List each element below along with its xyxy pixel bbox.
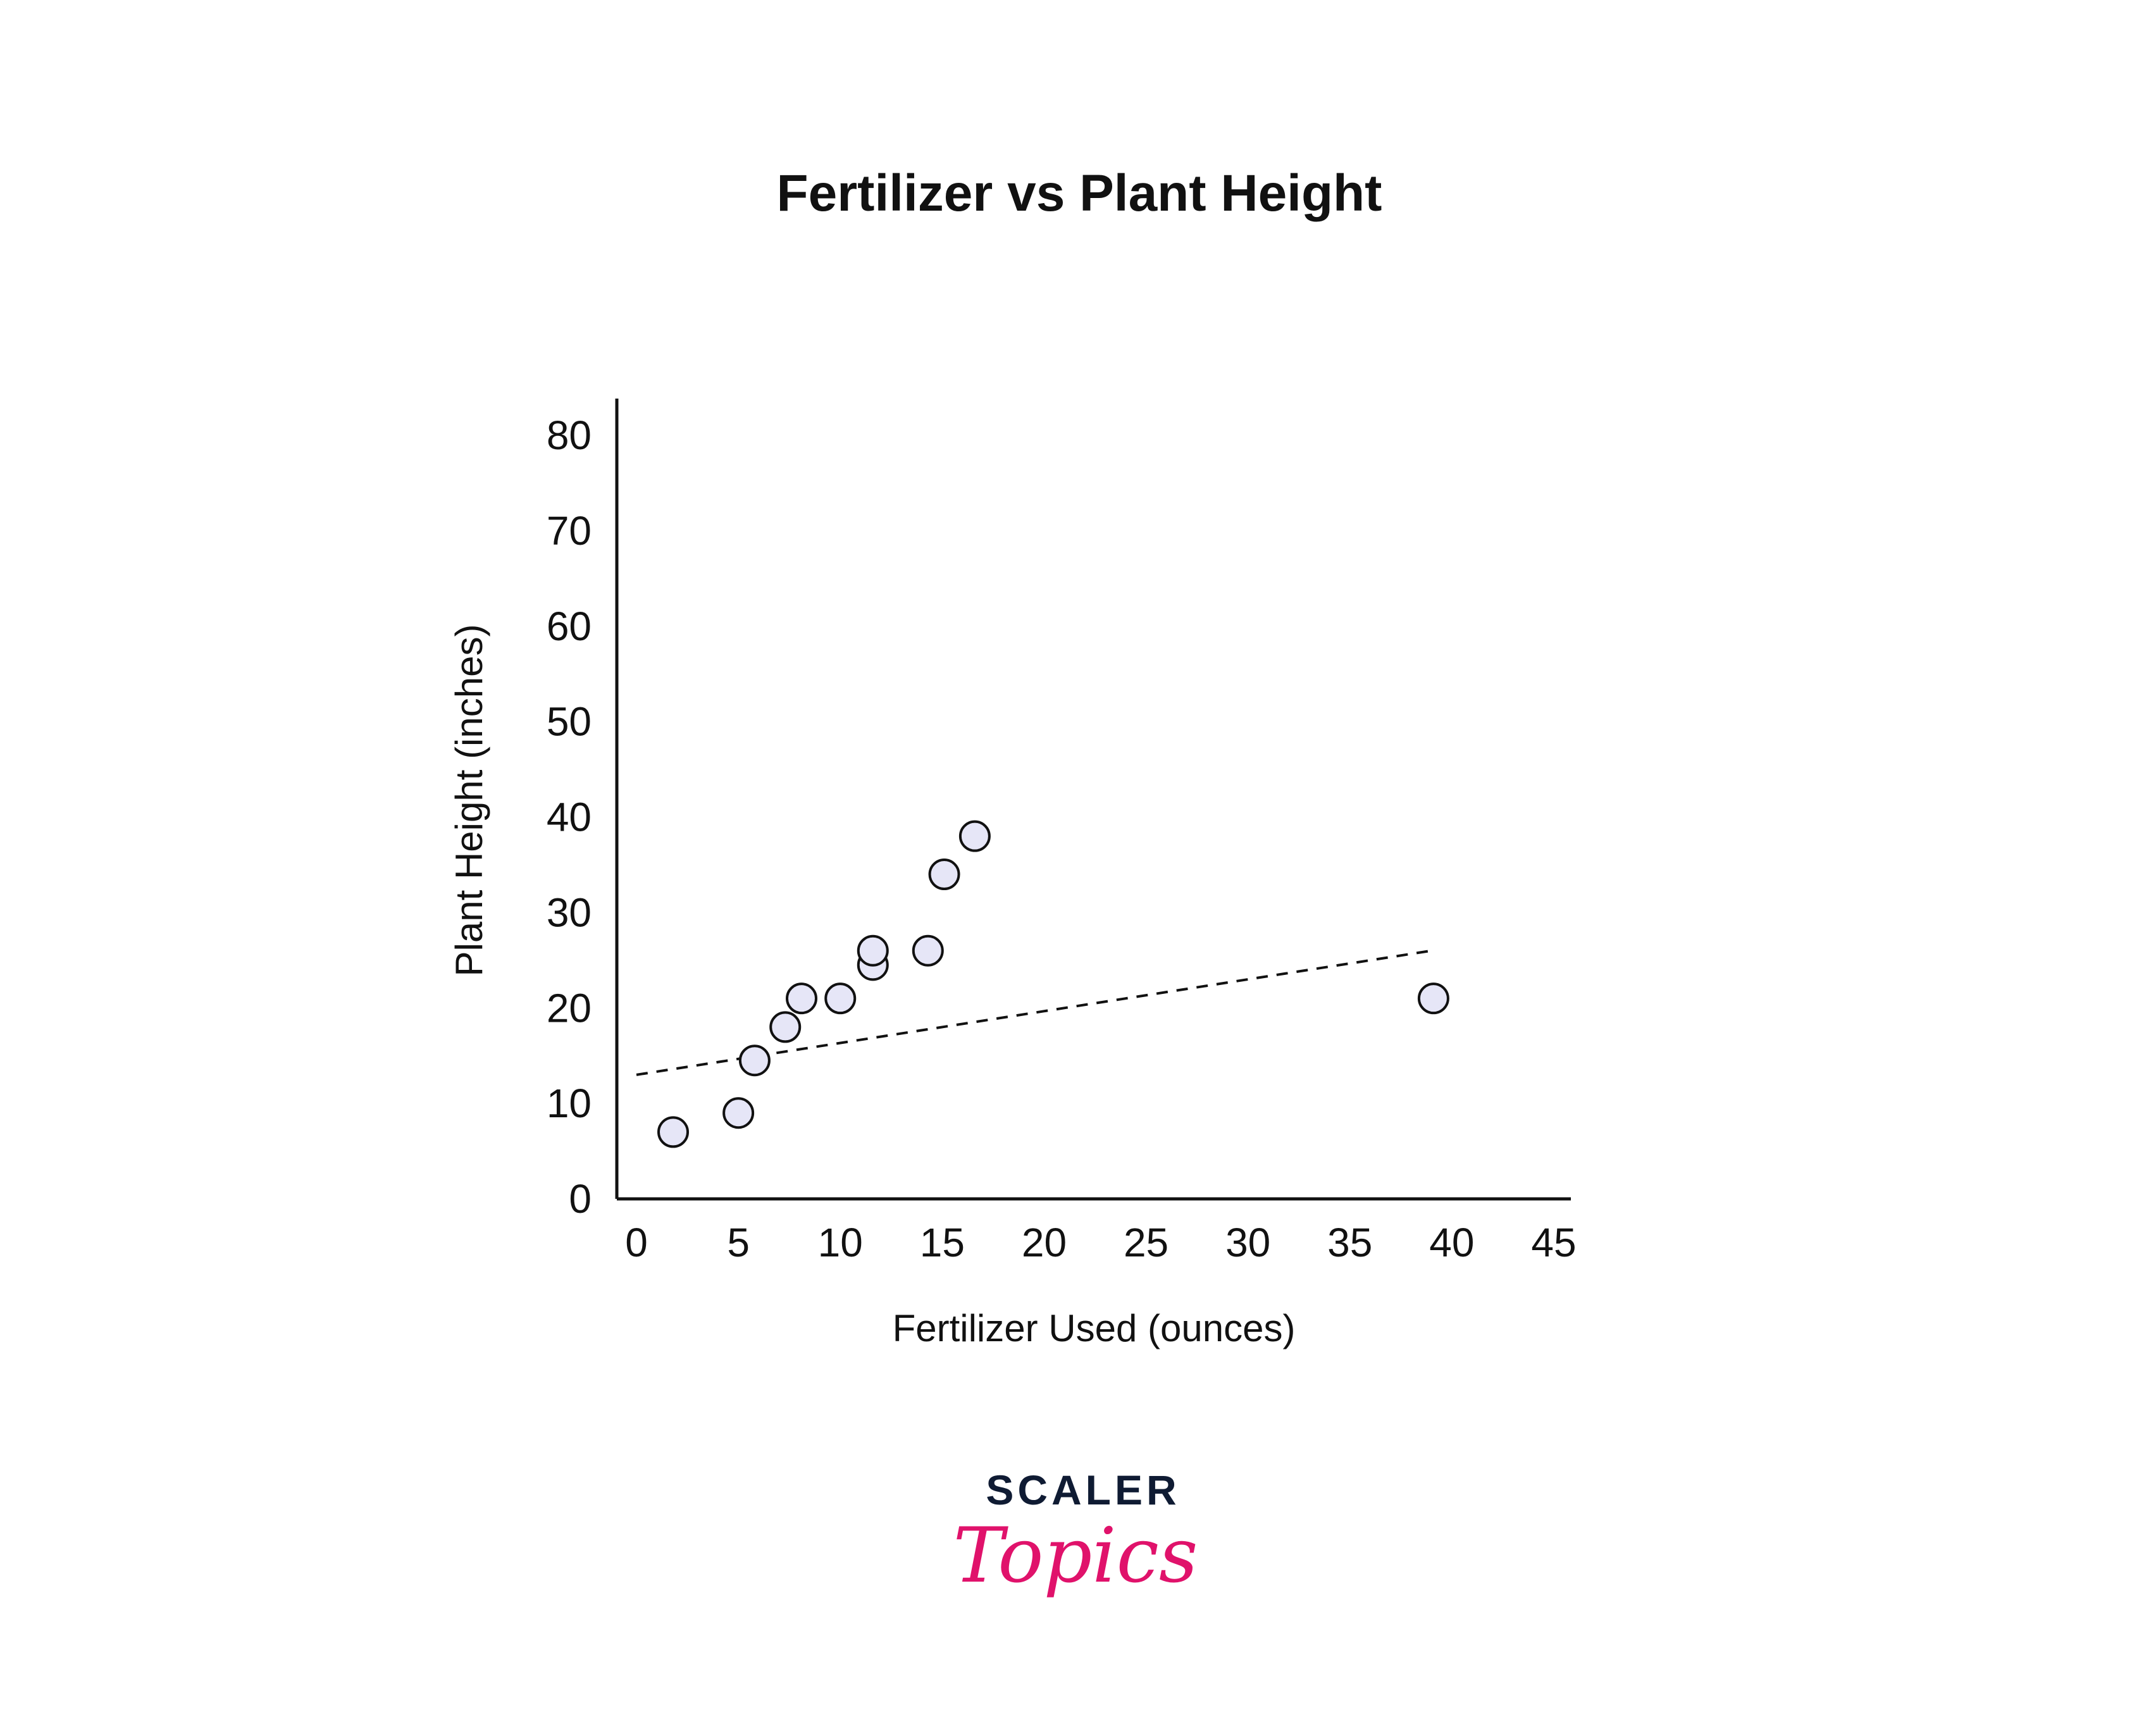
x-tick-label: 0 [625,1220,648,1265]
y-tick-label: 20 [547,985,592,1031]
y-tick-label: 70 [547,508,592,554]
data-point [769,1011,802,1043]
trend-line [636,949,1432,1076]
y-tick-label: 0 [569,1176,592,1222]
x-tick-label: 40 [1429,1220,1474,1265]
y-tick-label: 50 [547,699,592,745]
logo-topics-text: Topics [953,1512,1198,1600]
y-tick-label: 60 [547,604,592,649]
data-points [657,820,1449,1148]
x-tick-label: 45 [1531,1220,1576,1265]
data-point [958,820,991,852]
x-tick-label: 5 [727,1220,750,1265]
data-point [738,1045,771,1077]
y-axis-label: Plant Height (inches) [448,624,490,977]
data-point [928,859,960,891]
data-point [824,983,857,1015]
x-tick-label: 35 [1327,1220,1372,1265]
x-tick-label: 25 [1124,1220,1168,1265]
data-point [1417,983,1449,1015]
y-tick-labels: 0 10 20 30 40 50 60 70 80 [547,412,592,1222]
y-tick-label: 40 [547,795,592,840]
data-point [857,934,889,967]
data-point [722,1097,755,1129]
data-point [786,983,817,1015]
x-tick-labels: 0 5 10 15 20 25 30 35 40 45 [625,1220,1576,1265]
x-tick-label: 20 [1022,1220,1067,1265]
data-point [912,934,944,967]
x-axis-label: Fertilizer Used (ounces) [893,1307,1296,1349]
chart-title: Fertilizer vs Plant Height [777,164,1382,222]
y-tick-label: 10 [547,1081,592,1126]
logo-scaler-text: SCALER [986,1466,1180,1513]
y-tick-label: 80 [547,412,592,458]
x-tick-label: 10 [818,1220,863,1265]
data-point [657,1116,689,1148]
x-tick-label: 30 [1225,1220,1270,1265]
y-tick-label: 30 [547,890,592,935]
scaler-topics-logo: SCALER Topics [953,1466,1198,1600]
x-tick-label: 15 [920,1220,965,1265]
